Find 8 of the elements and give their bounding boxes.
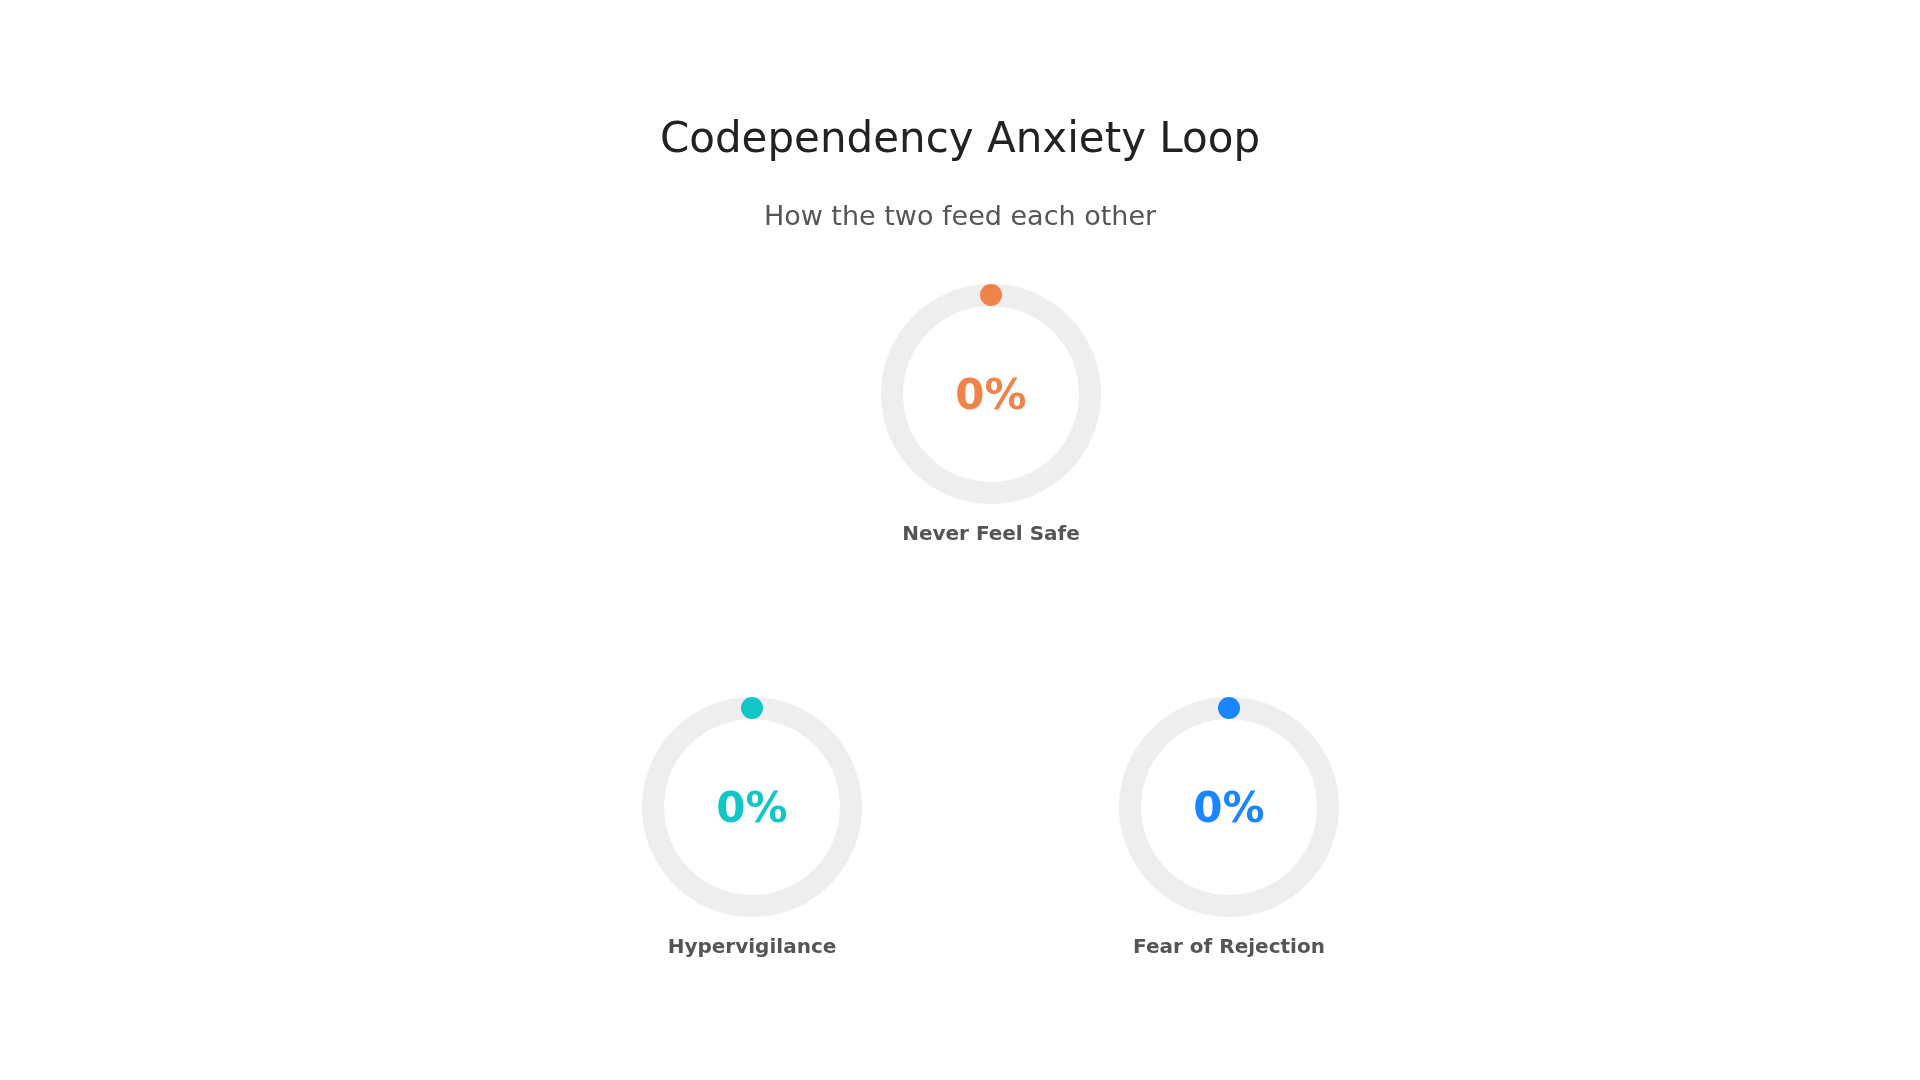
category-label: Never Feel Safe xyxy=(902,520,1080,545)
chart-title: Codependency Anxiety Loop xyxy=(659,112,1261,162)
category-label: Fear of Rejection xyxy=(1133,933,1325,958)
text: 0% xyxy=(955,369,1027,419)
category-label: Hypervigilance xyxy=(667,933,837,958)
chart-subtitle: How the two feed each other xyxy=(763,199,1158,231)
text: 0% xyxy=(716,782,788,832)
text: 0% xyxy=(1193,782,1265,832)
